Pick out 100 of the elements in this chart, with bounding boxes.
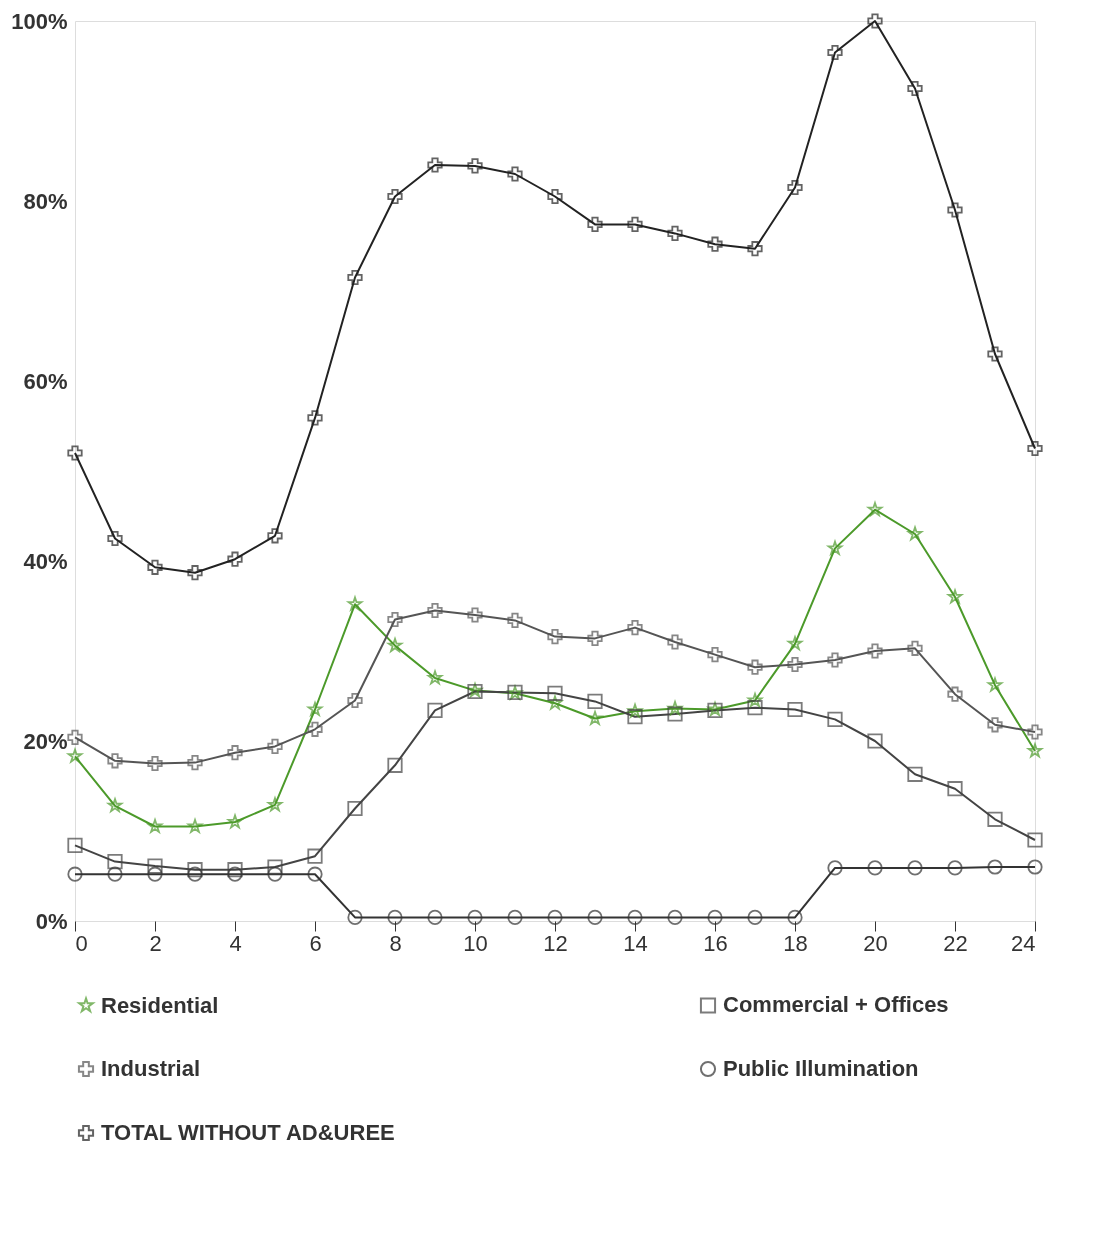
point bbox=[587, 693, 603, 710]
point bbox=[67, 729, 83, 746]
point bbox=[467, 607, 483, 623]
point bbox=[667, 909, 683, 925]
point bbox=[107, 866, 123, 882]
point bbox=[667, 706, 683, 722]
point bbox=[107, 798, 123, 813]
point bbox=[867, 860, 883, 876]
point bbox=[267, 859, 283, 875]
point bbox=[147, 818, 163, 833]
x-tick-label: 8 bbox=[389, 930, 402, 956]
point bbox=[507, 612, 523, 629]
point bbox=[227, 862, 243, 878]
x-tick-label: 24 bbox=[1011, 930, 1036, 956]
point bbox=[947, 589, 963, 604]
point bbox=[827, 711, 843, 728]
point bbox=[147, 858, 163, 874]
point bbox=[187, 862, 203, 878]
point bbox=[707, 236, 723, 252]
point bbox=[67, 866, 83, 882]
x-tick-label: 18 bbox=[783, 930, 808, 956]
point bbox=[867, 643, 883, 659]
point bbox=[346, 594, 364, 612]
point bbox=[547, 628, 563, 645]
point bbox=[227, 866, 243, 882]
point bbox=[147, 755, 163, 772]
point bbox=[827, 860, 843, 876]
point bbox=[587, 216, 603, 233]
point bbox=[427, 702, 443, 719]
point bbox=[507, 909, 523, 925]
point bbox=[907, 80, 923, 97]
point bbox=[667, 634, 683, 650]
legend-label: Residential bbox=[101, 992, 219, 1018]
point bbox=[987, 346, 1003, 362]
y-tick-label: 20% bbox=[23, 728, 68, 754]
point bbox=[747, 692, 763, 707]
point bbox=[147, 559, 163, 575]
point bbox=[267, 797, 283, 812]
point bbox=[227, 745, 243, 761]
point bbox=[387, 757, 403, 773]
point bbox=[187, 866, 203, 882]
point bbox=[427, 909, 443, 925]
point bbox=[907, 526, 923, 541]
point bbox=[986, 675, 1004, 693]
point bbox=[147, 866, 163, 882]
legend-label: Industrial bbox=[101, 1056, 201, 1081]
point bbox=[187, 818, 203, 833]
x-tick-label: 4 bbox=[229, 930, 242, 956]
point bbox=[987, 811, 1003, 827]
point bbox=[947, 686, 963, 702]
point bbox=[827, 652, 843, 668]
point bbox=[707, 909, 723, 925]
point bbox=[387, 637, 403, 652]
point bbox=[787, 909, 803, 925]
x-tick-label: 22 bbox=[943, 930, 968, 956]
point bbox=[747, 909, 763, 925]
point bbox=[467, 158, 483, 174]
point bbox=[1027, 724, 1043, 740]
point bbox=[667, 225, 683, 242]
point bbox=[1027, 440, 1043, 457]
point bbox=[867, 13, 883, 29]
point bbox=[627, 703, 643, 718]
point bbox=[467, 909, 483, 925]
x-tick-label: 2 bbox=[149, 930, 162, 956]
point bbox=[67, 748, 83, 763]
point bbox=[827, 540, 843, 555]
point bbox=[387, 611, 403, 628]
point bbox=[547, 909, 563, 925]
point bbox=[307, 410, 323, 426]
x-tick-label: 0 bbox=[75, 930, 88, 956]
point bbox=[627, 709, 643, 725]
legend-label: Public Illumination bbox=[723, 1056, 919, 1081]
point bbox=[187, 565, 203, 581]
point bbox=[107, 530, 123, 547]
point bbox=[947, 781, 963, 797]
point bbox=[1027, 832, 1043, 848]
point bbox=[347, 909, 363, 925]
point bbox=[1027, 859, 1043, 875]
point bbox=[547, 685, 563, 701]
point bbox=[827, 44, 843, 61]
point bbox=[307, 701, 323, 716]
x-tick-label: 14 bbox=[623, 930, 648, 956]
x-tick-label: 16 bbox=[703, 930, 728, 956]
point bbox=[907, 860, 923, 876]
point bbox=[347, 269, 363, 286]
point bbox=[187, 754, 203, 771]
point bbox=[587, 630, 603, 647]
point bbox=[107, 853, 123, 870]
legend-label: TOTAL WITHOUT AD&UREE bbox=[101, 1120, 395, 1145]
point bbox=[107, 753, 123, 769]
point bbox=[347, 692, 363, 709]
x-tick-label: 10 bbox=[463, 930, 488, 956]
point bbox=[587, 710, 603, 725]
point bbox=[347, 800, 363, 817]
point bbox=[227, 551, 243, 567]
point bbox=[307, 848, 323, 864]
point bbox=[427, 157, 443, 173]
point bbox=[747, 659, 763, 675]
point bbox=[227, 814, 243, 829]
point bbox=[267, 528, 283, 544]
